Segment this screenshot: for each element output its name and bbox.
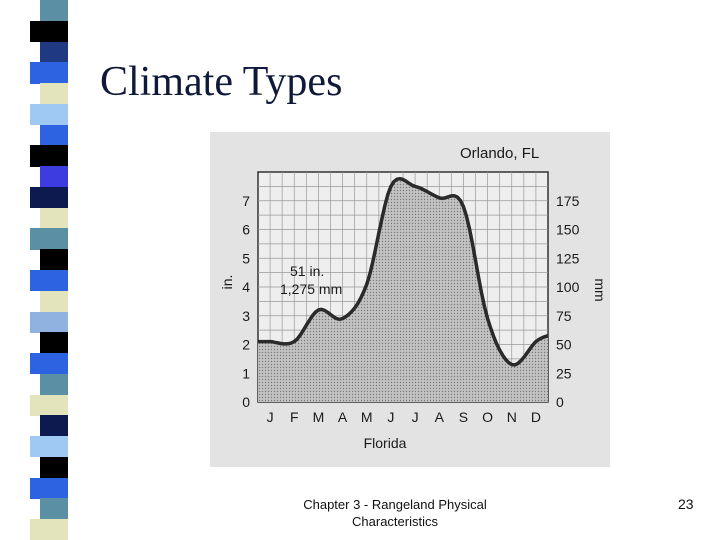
y-tick-left-label: 2 xyxy=(242,337,250,353)
y-tick-left-label: 7 xyxy=(242,193,250,209)
data-point-M xyxy=(316,308,320,312)
annotation-total-inches: 51 in. xyxy=(290,263,324,279)
data-point-O xyxy=(486,317,490,321)
y-tick-right-label: 75 xyxy=(556,308,572,324)
data-point-D xyxy=(534,340,538,344)
stripe-block xyxy=(30,270,68,292)
stripe-block xyxy=(30,477,68,499)
x-tick-label-N: N xyxy=(507,409,517,425)
data-point-J xyxy=(268,340,272,344)
x-tick-label-S: S xyxy=(459,409,468,425)
x-tick-label-J: J xyxy=(267,409,274,425)
x-tick-label-M: M xyxy=(361,409,373,425)
stripe-block xyxy=(40,456,68,479)
y-axis-label-right: mm xyxy=(592,278,608,301)
y-tick-right-label: 50 xyxy=(556,337,572,353)
climate-chart-image: 0 1 2 3 4 5 6 7 0 25 50 75 100 125 150 175 J F M A M J J A S O N D … xyxy=(210,132,610,467)
x-tick-label-M: M xyxy=(313,409,325,425)
stripe-block xyxy=(30,62,68,84)
data-point-J xyxy=(389,184,393,188)
stripe-block xyxy=(40,498,68,520)
data-point-A xyxy=(341,317,345,321)
precipitation-line xyxy=(257,176,549,367)
y-tick-right-label: 150 xyxy=(556,222,580,238)
stripe-block xyxy=(40,249,68,271)
stripe-block xyxy=(40,332,68,354)
stripe-block xyxy=(40,373,68,396)
stripe-block xyxy=(40,41,68,63)
stripe-block xyxy=(30,186,68,209)
data-point-S xyxy=(461,205,465,208)
x-axis-label: Florida xyxy=(364,435,407,451)
stripe-block xyxy=(30,145,68,167)
footer-line-1: Chapter 3 - Rangeland Physical xyxy=(303,497,487,512)
y-tick-left-label: 6 xyxy=(242,222,250,238)
stripe-block xyxy=(30,20,68,43)
stripe-block xyxy=(40,290,68,313)
x-tick-label-O: O xyxy=(482,409,493,425)
slide-footer: Chapter 3 - Rangeland Physical Character… xyxy=(285,496,505,530)
stripe-block xyxy=(30,311,68,333)
stripe-block xyxy=(40,83,68,105)
chart-title: Orlando, FL xyxy=(460,145,539,162)
annotation-total-mm: 1,275 mm xyxy=(280,281,342,297)
x-tick-label-J: J xyxy=(387,409,394,425)
stripe-block xyxy=(40,166,68,188)
data-point-N xyxy=(510,363,514,367)
y-tick-right-label: 25 xyxy=(556,365,572,381)
stripe-block xyxy=(40,207,68,229)
decorative-stripe-bar xyxy=(0,0,68,540)
y-tick-right-label: 0 xyxy=(556,394,564,410)
y-tick-right-label: 125 xyxy=(556,250,580,266)
x-tick-label-J: J xyxy=(412,409,419,425)
y-tick-right-label: 175 xyxy=(556,193,580,209)
y-axis-label-left: in. xyxy=(219,275,235,290)
y-tick-left-label: 5 xyxy=(242,250,250,266)
y-tick-left-label: 1 xyxy=(242,365,250,381)
y-tick-left-label: 4 xyxy=(242,279,250,295)
data-point-J xyxy=(413,184,417,188)
data-point-A xyxy=(437,196,441,200)
stripe-block xyxy=(40,415,68,437)
stripe-block xyxy=(40,0,68,22)
x-tick-label-F: F xyxy=(290,409,299,425)
y-tick-left-label: 3 xyxy=(242,308,250,324)
data-point-F xyxy=(292,340,296,344)
precipitation-area xyxy=(258,178,548,402)
x-tick-label-D: D xyxy=(531,409,541,425)
slide-title: Climate Types xyxy=(100,59,343,105)
footer-line-2: Characteristics xyxy=(352,514,438,529)
stripe-block xyxy=(30,353,68,375)
stripe-block xyxy=(30,394,68,416)
stripe-block xyxy=(40,124,68,146)
y-tick-right-label: 100 xyxy=(556,279,580,295)
data-point-M xyxy=(365,282,369,286)
x-tick-label-A: A xyxy=(435,409,445,425)
stripe-block xyxy=(30,228,68,250)
stripe-block xyxy=(30,436,68,458)
x-tick-label-A: A xyxy=(338,409,348,425)
chart-marks xyxy=(268,184,538,367)
stripe-block xyxy=(30,103,68,126)
y-tick-left-label: 0 xyxy=(242,394,250,410)
page-number: 23 xyxy=(678,496,694,512)
stripe-block xyxy=(30,519,68,540)
